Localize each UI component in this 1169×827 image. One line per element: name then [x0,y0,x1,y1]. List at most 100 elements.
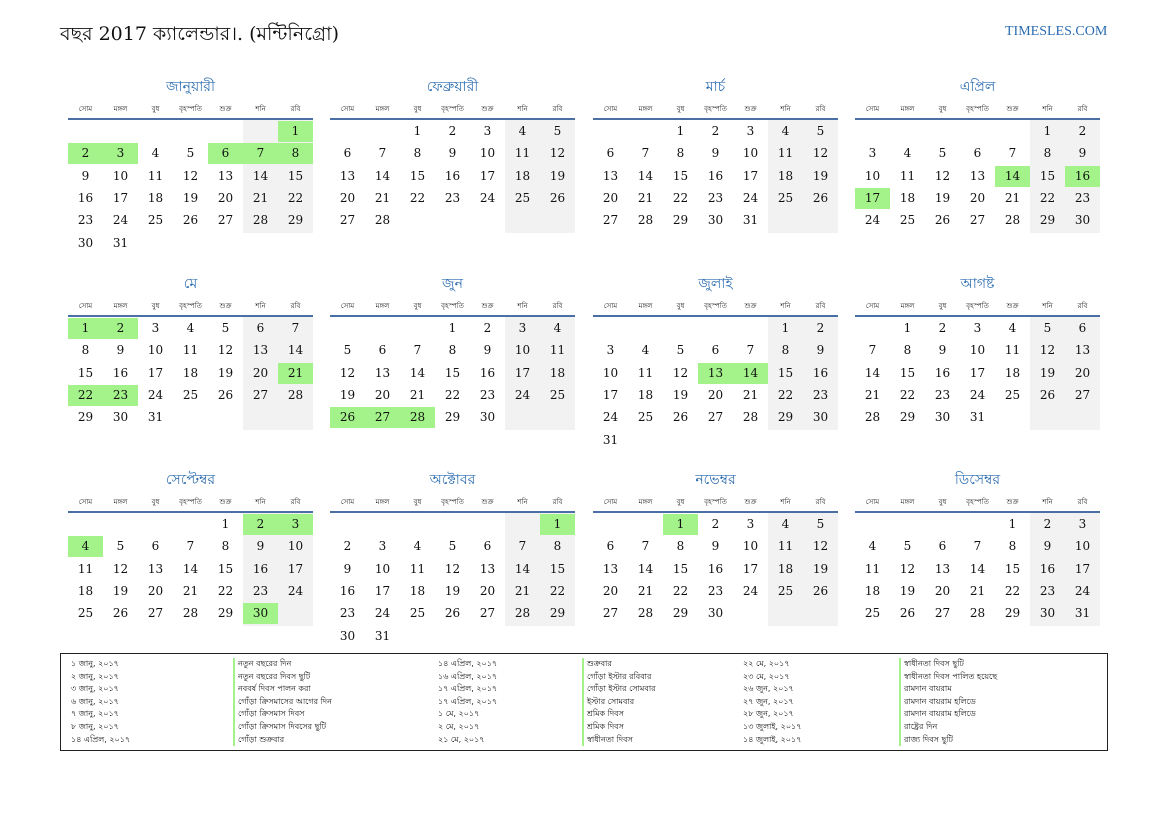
calendar-day: 17 [969,365,986,380]
calendar-day: 18 [182,365,199,380]
calendar-day: 24 [602,410,619,425]
holiday-name: গোঁড়া শুক্রবার [238,734,285,744]
calendar-day: 23 [707,583,724,598]
calendar-day: 6 [938,539,947,554]
calendar-day: 5 [1043,321,1052,335]
calendar-day: 7 [291,321,300,335]
calendar-day: 7 [378,146,387,161]
calendar-day: 23 [444,190,461,205]
brand-link[interactable]: TIMESLES.COM [1005,24,1108,39]
weekday-label: বুধ [938,302,947,310]
weekday-label: শনি [255,498,266,506]
calendar-day: 12 [339,365,356,380]
holiday-day: 23 [103,384,138,406]
calendar-day: 9 [256,539,265,554]
calendar-day: 1 [1043,124,1052,138]
header-rule [68,511,313,513]
calendar-day: 29 [287,213,304,228]
calendar-day: 10 [374,561,391,576]
calendar-day: 22 [672,190,689,205]
calendar-day: 16 [707,168,724,183]
calendar-day: 15 [672,561,689,576]
calendar-day: 20 [969,190,986,205]
calendar-day: 25 [147,213,164,228]
calendar-day: 7 [746,343,755,358]
holiday-date: ১৭ এপ্রিল, ২০১৭ [438,684,498,694]
calendar-day: 23 [812,387,829,402]
holiday-date: ১ মে, ২০১৭ [438,709,480,719]
calendar-day: 4 [781,124,790,138]
calendar-day: 20 [934,583,951,598]
holiday-names-col-3: স্বাধীনতা দিবস ছুটি স্বাধীনতা দিবস পালিত … [904,658,997,746]
calendar-day: 18 [77,583,94,598]
calendar-day: 1 [448,321,457,335]
calendar-day: 24 [147,387,164,402]
calendar-day: 8 [781,343,790,358]
calendar-day: 8 [903,343,912,358]
calendar-day: 19 [899,583,916,598]
calendar-day: 6 [151,539,160,554]
calendar-day: 17 [602,387,619,402]
weekday-label: মঙ্গল [113,498,128,506]
calendar-day: 4 [641,343,650,358]
calendar-day: 11 [864,561,881,576]
calendar-day: 10 [479,146,496,161]
calendar-day: 12 [812,539,829,554]
calendar-day: 1 [1008,517,1017,531]
calendar-day: 18 [549,365,566,380]
calendar-day: 13 [374,365,391,380]
calendar-day: 10 [287,539,304,554]
calendar-day: 9 [81,168,90,183]
calendar-day: 14 [864,365,881,380]
calendar-day: 13 [479,561,496,576]
calendar-day: 8 [553,539,562,554]
calendar-day: 26 [672,410,689,425]
calendar-day: 30 [707,213,724,228]
calendar-day: 21 [1004,190,1021,205]
holiday-date: ৩ জানু, ২০১৭ [71,684,119,694]
weekday-label: শুক্র [1006,302,1019,310]
calendar-day: 28 [1004,213,1021,228]
calendar-day: 5 [116,539,125,554]
calendar-day: 26 [112,606,129,621]
holiday-date: ২৮ জুন, ২০১৭ [743,709,794,719]
calendar-day: 6 [483,539,492,554]
holiday-day: 1 [540,514,575,535]
calendar-day: 13 [602,561,619,576]
calendar-day: 25 [409,606,426,621]
calendar-day: 22 [444,387,461,402]
calendar-day: 24 [742,190,759,205]
month-name: আগষ্ট [960,276,995,292]
calendar-day: 24 [1074,583,1091,598]
holiday-names-col-1: নতুন বছরের দিন নতুন বছরের দিবস ছুটি নববর্ষ… [238,658,332,746]
calendar-day: 30 [479,410,496,425]
calendar-day: 15 [549,561,566,576]
holiday-name: স্বাধীনতা দিবস ছুটি [904,659,964,668]
calendar-day: 8 [676,146,685,161]
calendar-day: 24 [969,387,986,402]
calendar-day: 28 [287,387,304,402]
calendar-day: 16 [1039,561,1056,576]
calendar-day: 15 [1004,561,1021,576]
calendar-day: 27 [252,387,269,402]
calendar-day: 7 [641,146,650,161]
calendar-day: 23 [934,387,951,402]
weekday-label: শুক্র [219,302,232,310]
holiday-dates-col-3: ২২ মে, ২০১৭ ২৩ মে, ২০১৭ ২৬ জুন, ২০১৭ ২৭ জুন… [743,658,801,746]
weekday-label: শনি [517,105,528,113]
calendar-day: 19 [934,190,951,205]
calendar-day: 21 [864,387,881,402]
calendar-day: 27 [479,606,496,621]
calendar-day: 15 [409,168,426,183]
calendar-day: 9 [1043,539,1052,554]
calendar-day: 16 [479,365,496,380]
holiday-date: ২১ মে, ২০১৭ [438,734,485,744]
calendar-day: 8 [448,343,457,358]
calendar-day: 19 [1039,365,1056,380]
calendar-day: 2 [711,124,720,138]
calendar-day: 17 [1074,561,1091,576]
calendar-day: 24 [112,213,129,228]
weekday-label: রবি [1077,498,1088,506]
weekday-label: শনি [517,302,528,310]
weekday-label: বুধ [413,105,422,113]
